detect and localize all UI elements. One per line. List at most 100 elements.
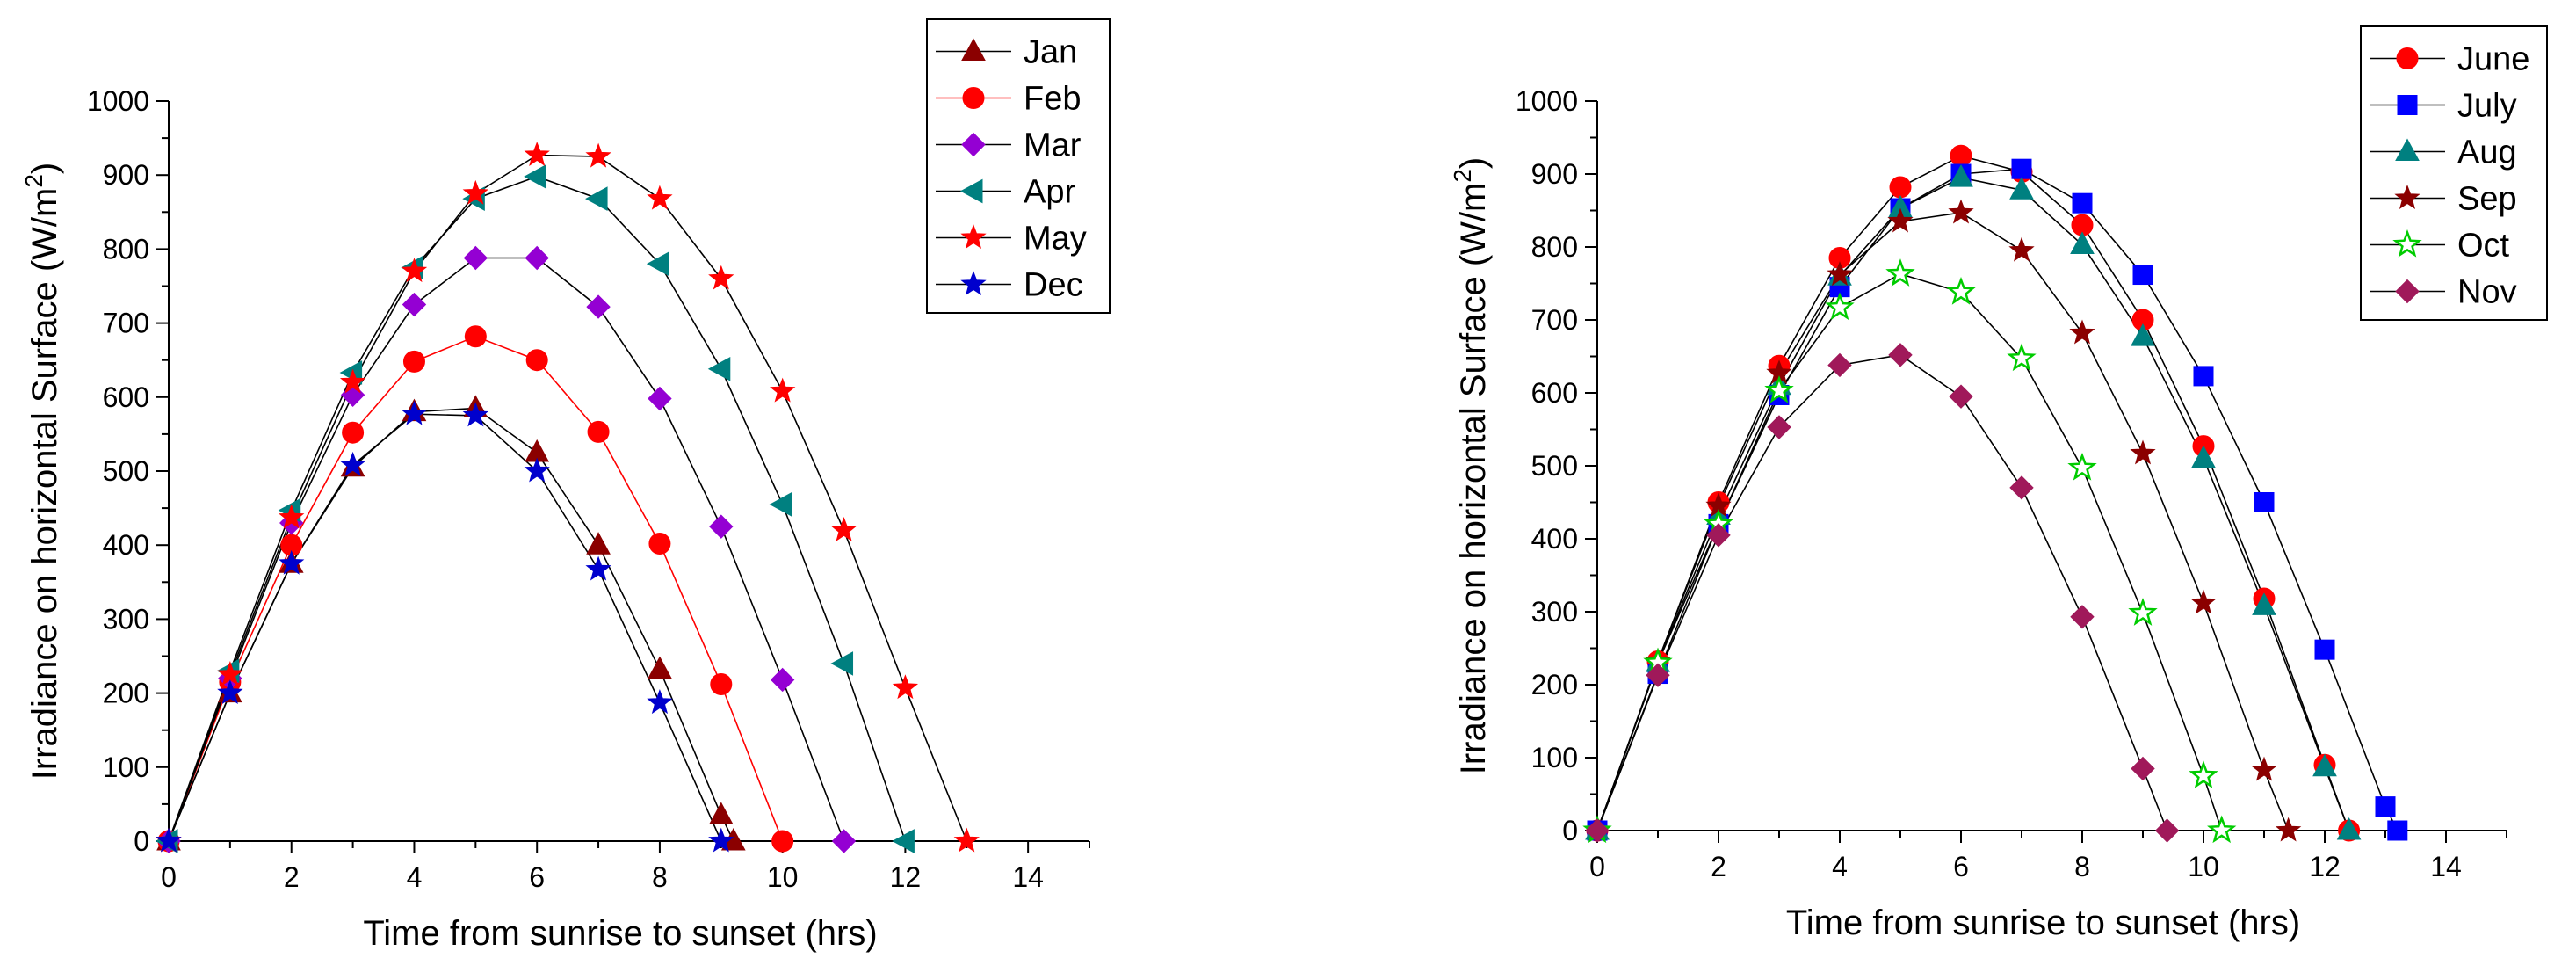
series-line-nov [1596, 353, 2168, 831]
x-axis-title: Time from sunrise to sunset (hrs) [363, 914, 877, 953]
legend-label-july: July [2457, 88, 2517, 125]
y-axis-title: Irradiance on horizontal Surface (W/m2) [1449, 157, 1493, 775]
data-point-sep [2251, 756, 2277, 781]
legend-marker-july [2397, 95, 2418, 115]
chart-left: 0 100 200 300 400 500 600 700 800 900 1000 0 2 4 6 8 10 1… [20, 18, 1111, 953]
legend-label-mar: Mar [1024, 127, 1082, 164]
legend-label-feb: Feb [1024, 81, 1081, 118]
series-line-mar [168, 257, 845, 842]
data-point-mar [831, 829, 857, 853]
y-tick-label: 700 [103, 308, 149, 339]
legend-label-jan: Jan [1024, 34, 1077, 71]
y-tick-label: 900 [103, 159, 149, 191]
data-point-aug [2312, 753, 2337, 777]
legend-marker-apr [959, 178, 983, 204]
data-point-sep [2008, 236, 2035, 262]
data-point-feb [648, 533, 671, 555]
data-point-july [2375, 796, 2396, 817]
y-tick-label: 600 [1531, 377, 1578, 409]
y-tick-label: 400 [103, 529, 149, 561]
y-tick-label: 0 [1562, 815, 1578, 846]
data-point-dec [462, 402, 488, 427]
data-point-july [2011, 158, 2032, 179]
data-point-may [279, 504, 305, 529]
data-point-july [2132, 265, 2153, 286]
data-point-dec [647, 689, 673, 715]
data-point-may [401, 258, 428, 283]
chart-right: 0 100 200 300 400 500 600 700 800 900 1000 0 2 4 6 8 10 1… [1449, 25, 2548, 942]
series-line-apr [168, 176, 907, 842]
data-point-nov [1585, 818, 1610, 843]
series-line-dec [168, 413, 722, 842]
data-point-oct [2207, 815, 2237, 844]
data-point-aug [2131, 323, 2155, 346]
data-point-nov [2009, 475, 2034, 500]
legend-marker-sep [2394, 185, 2420, 209]
data-point-oct [1764, 374, 1794, 403]
data-point-aug [1949, 164, 1973, 187]
data-point-sep [2130, 439, 2156, 465]
x-tick-label: 14 [1012, 861, 1044, 893]
data-point-may [647, 185, 673, 210]
data-point-jan [586, 532, 611, 555]
data-point-may [524, 142, 550, 166]
legend-label-dec: Dec [1024, 267, 1083, 304]
data-point-mar [770, 667, 795, 693]
y-tick-label: 400 [1531, 523, 1578, 555]
data-point-may [462, 179, 488, 205]
legend-box [926, 18, 1111, 314]
x-tick-label: 12 [890, 861, 922, 893]
data-point-feb [464, 325, 487, 348]
legend-marker-may [960, 224, 987, 249]
x-tick-label: 6 [529, 861, 545, 893]
data-point-nov [1706, 523, 1731, 548]
y-tick-label: 1000 [87, 85, 149, 117]
y-tick-label: 800 [103, 233, 149, 265]
data-point-aug [2070, 231, 2095, 255]
legend-marker-dec [960, 271, 987, 295]
legend-label-sep: Sep [2457, 181, 2517, 218]
series-line-jan [168, 407, 734, 842]
data-point-july [2072, 192, 2093, 214]
y-axis-title-end: ) [1454, 157, 1493, 169]
legend-marker-nov [2395, 279, 2420, 304]
data-point-dec [585, 555, 611, 581]
x-tick-label: 0 [1589, 851, 1605, 882]
data-point-aug [2191, 445, 2216, 468]
data-point-apr [585, 186, 608, 211]
series-line-aug [1596, 177, 2350, 831]
data-point-dec [156, 827, 182, 853]
x-tick-label: 10 [767, 861, 799, 893]
x-tick-label: 2 [284, 861, 300, 893]
data-point-sep [2190, 589, 2217, 614]
legend-box [2360, 25, 2548, 321]
data-point-oct [1885, 258, 1915, 287]
data-point-apr [646, 251, 669, 277]
legend-label-may: May [1024, 221, 1087, 258]
series-line-oct [1596, 272, 2223, 831]
data-point-nov [2131, 756, 2155, 781]
data-point-apr [892, 829, 915, 853]
data-point-mar [525, 245, 549, 271]
data-point-dec [401, 400, 428, 425]
y-axis-title-superscript: 2 [1449, 169, 1476, 183]
data-point-feb [587, 420, 610, 443]
data-point-sep [1887, 207, 1914, 233]
legend-label-aug: Aug [2457, 134, 2517, 171]
data-point-nov [1646, 663, 1670, 687]
data-point-dec [217, 679, 243, 705]
data-point-sep [2275, 817, 2302, 842]
y-tick-label: 800 [1531, 231, 1578, 263]
legend-label-nov: Nov [2457, 274, 2517, 311]
data-point-aug [2252, 592, 2276, 615]
data-point-nov [2154, 818, 2180, 843]
y-tick-label: 600 [103, 381, 149, 413]
data-point-oct [2128, 598, 2158, 626]
x-tick-label: 0 [161, 861, 177, 893]
data-point-sep [1827, 261, 1853, 287]
x-tick-label: 10 [2188, 851, 2219, 882]
series-line-may [168, 154, 968, 842]
y-tick-label: 500 [1531, 450, 1578, 482]
data-point-feb [525, 349, 548, 372]
